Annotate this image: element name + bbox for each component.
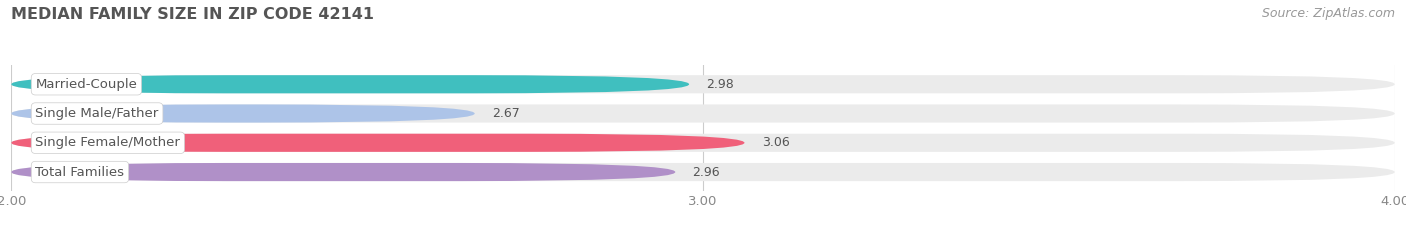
Text: Married-Couple: Married-Couple [35, 78, 138, 91]
FancyBboxPatch shape [11, 75, 689, 93]
FancyBboxPatch shape [11, 163, 1395, 181]
Text: 2.98: 2.98 [706, 78, 734, 91]
Text: Single Female/Mother: Single Female/Mother [35, 136, 180, 149]
Text: MEDIAN FAMILY SIZE IN ZIP CODE 42141: MEDIAN FAMILY SIZE IN ZIP CODE 42141 [11, 7, 374, 22]
FancyBboxPatch shape [11, 134, 745, 152]
Text: 3.06: 3.06 [762, 136, 790, 149]
Text: Source: ZipAtlas.com: Source: ZipAtlas.com [1261, 7, 1395, 20]
FancyBboxPatch shape [11, 163, 675, 181]
FancyBboxPatch shape [11, 104, 1395, 123]
Text: 2.96: 2.96 [693, 165, 720, 178]
FancyBboxPatch shape [11, 75, 1395, 93]
Text: Total Families: Total Families [35, 165, 125, 178]
Text: Single Male/Father: Single Male/Father [35, 107, 159, 120]
FancyBboxPatch shape [11, 134, 1395, 152]
FancyBboxPatch shape [11, 104, 475, 123]
Text: 2.67: 2.67 [492, 107, 520, 120]
